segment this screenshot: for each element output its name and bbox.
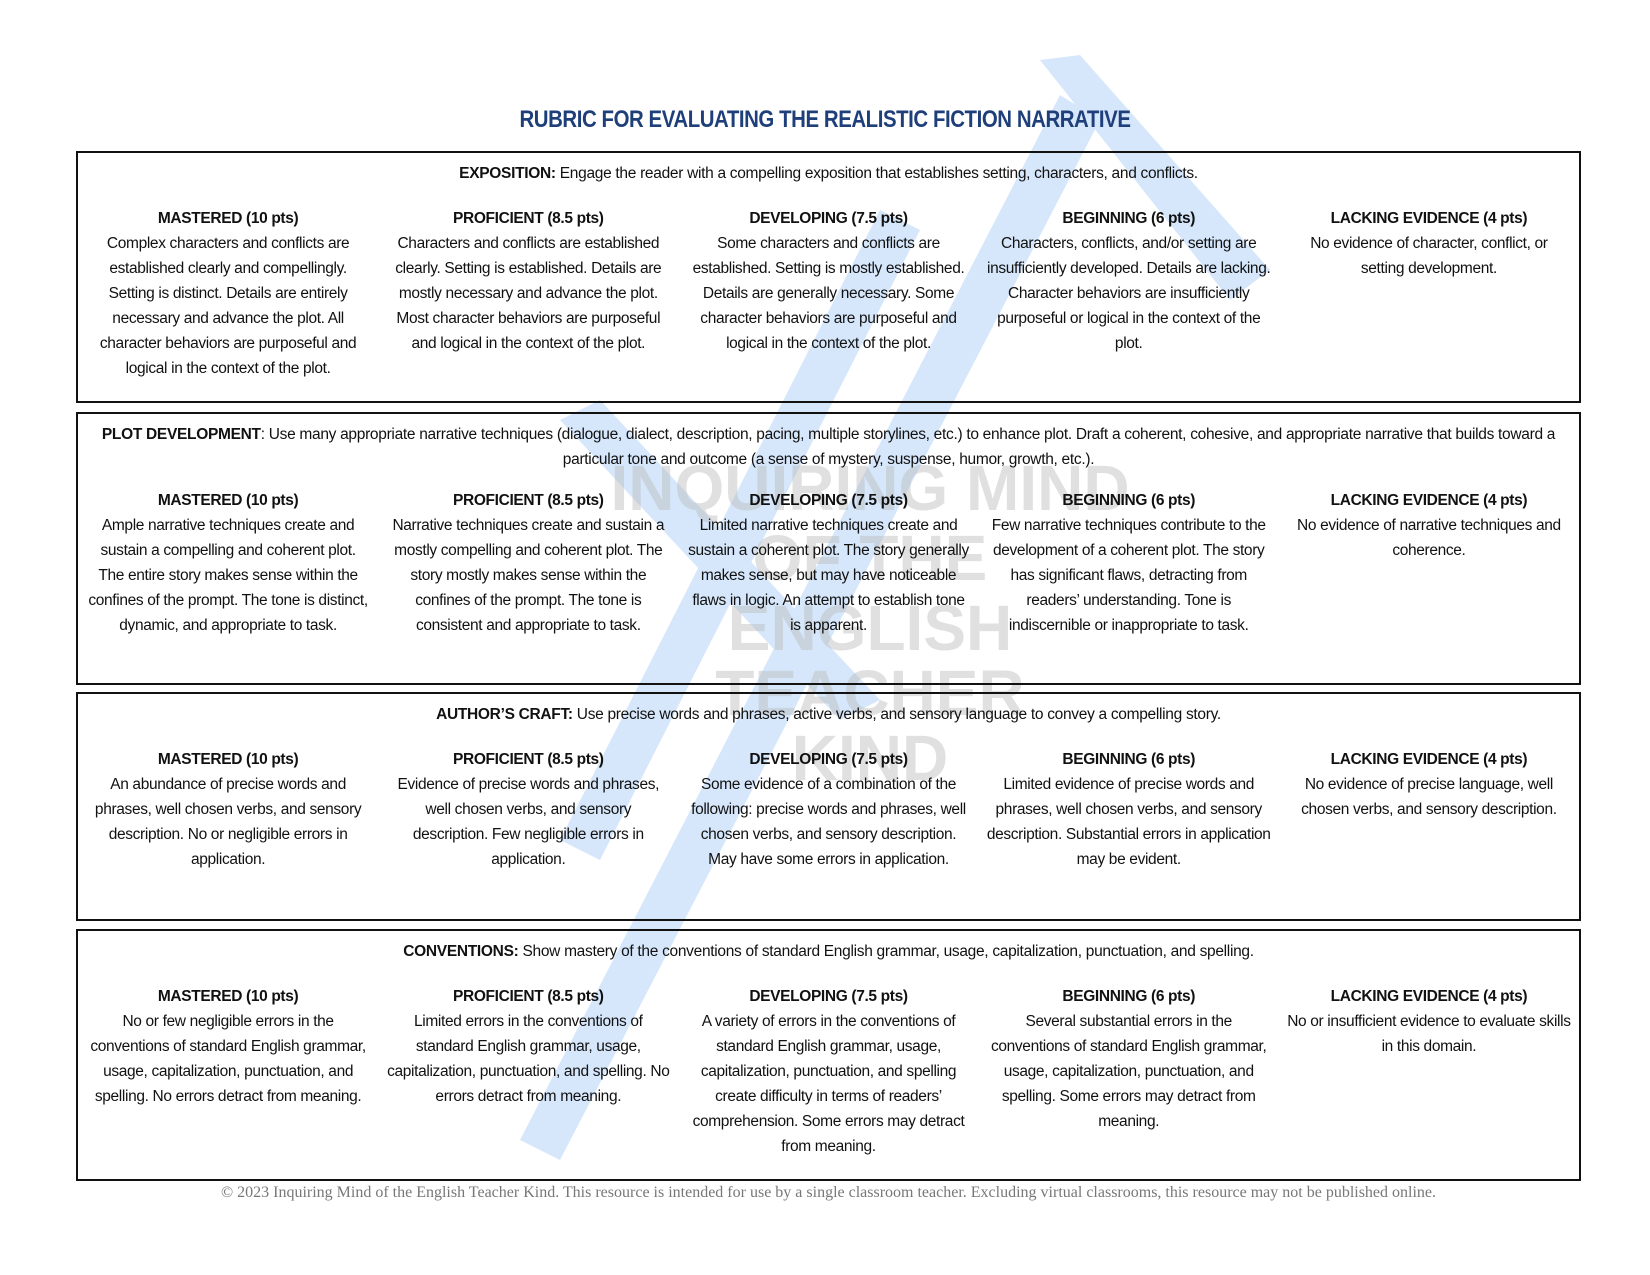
cell-beginning: BEGINNING (6 pts) Several substantial err… — [990, 988, 1267, 1130]
cell-lacking-evidence: LACKING EVIDENCE (4 pts) No evidence of c… — [1310, 210, 1548, 277]
cell-mastered: MASTERED (10 pts) Complex characters and … — [99, 210, 357, 377]
cell-lacking-evidence: LACKING EVIDENCE (4 pts) No evidence of n… — [1297, 492, 1561, 559]
cell-lacking-evidence: LACKING EVIDENCE (4 pts) No or insufficie… — [1287, 988, 1571, 1055]
section-label: AUTHOR’S CRAFT: — [436, 706, 573, 723]
cell-beginning: BEGINNING (6 pts) Characters, conflicts, … — [986, 210, 1271, 352]
section-label: PLOT DEVELOPMENT — [101, 426, 261, 443]
section-conventions: CONVENTIONS: Show mastery of the convent… — [76, 929, 1581, 1181]
cell-proficient: PROFICIENT (8.5 pts) Evidence of precise … — [397, 751, 660, 868]
section-description: CONVENTIONS: Show mastery of the convent… — [403, 943, 1254, 960]
page-title: RUBRIC FOR EVALUATING THE REALISTIC FICT… — [519, 106, 1131, 133]
section-authors-craft: AUTHOR’S CRAFT: Use precise words and ph… — [76, 692, 1581, 921]
cell-developing: DEVELOPING (7.5 pts) Some evidence of a c… — [691, 751, 966, 868]
cell-developing: DEVELOPING (7.5 pts) Some characters and … — [692, 210, 965, 352]
cell-mastered: MASTERED (10 pts) No or few negligible er… — [90, 988, 366, 1105]
cell-developing: DEVELOPING (7.5 pts) A variety of errors … — [692, 988, 965, 1155]
section-label: CONVENTIONS: — [403, 943, 519, 960]
section-description: PLOT DEVELOPMENT: Use many appropriate n… — [101, 426, 1556, 468]
cell-mastered: MASTERED (10 pts) Ample narrative techniq… — [88, 492, 368, 634]
cell-mastered: MASTERED (10 pts) An abundance of precise… — [94, 751, 362, 868]
copyright-footer: © 2023 Inquiring Mind of the English Tea… — [220, 1184, 1437, 1201]
cell-developing: DEVELOPING (7.5 pts) Limited narrative te… — [688, 492, 969, 634]
section-description: EXPOSITION: Engage the reader with a com… — [459, 165, 1198, 182]
cell-proficient: PROFICIENT (8.5 pts) Characters and confl… — [395, 210, 662, 352]
section-exposition: EXPOSITION: Engage the reader with a com… — [76, 151, 1581, 403]
cell-proficient: PROFICIENT (8.5 pts) Limited errors in th… — [387, 988, 670, 1105]
cell-proficient: PROFICIENT (8.5 pts) Narrative techniques… — [392, 492, 665, 634]
section-plot-development: PLOT DEVELOPMENT: Use many appropriate n… — [76, 412, 1581, 685]
cell-beginning: BEGINNING (6 pts) Few narrative technique… — [991, 492, 1266, 634]
section-description: AUTHOR’S CRAFT: Use precise words and ph… — [436, 706, 1221, 723]
cell-lacking-evidence: LACKING EVIDENCE (4 pts) No evidence of p… — [1301, 751, 1557, 818]
section-label: EXPOSITION: — [459, 165, 556, 182]
cell-beginning: BEGINNING (6 pts) Limited evidence of pre… — [986, 751, 1271, 868]
